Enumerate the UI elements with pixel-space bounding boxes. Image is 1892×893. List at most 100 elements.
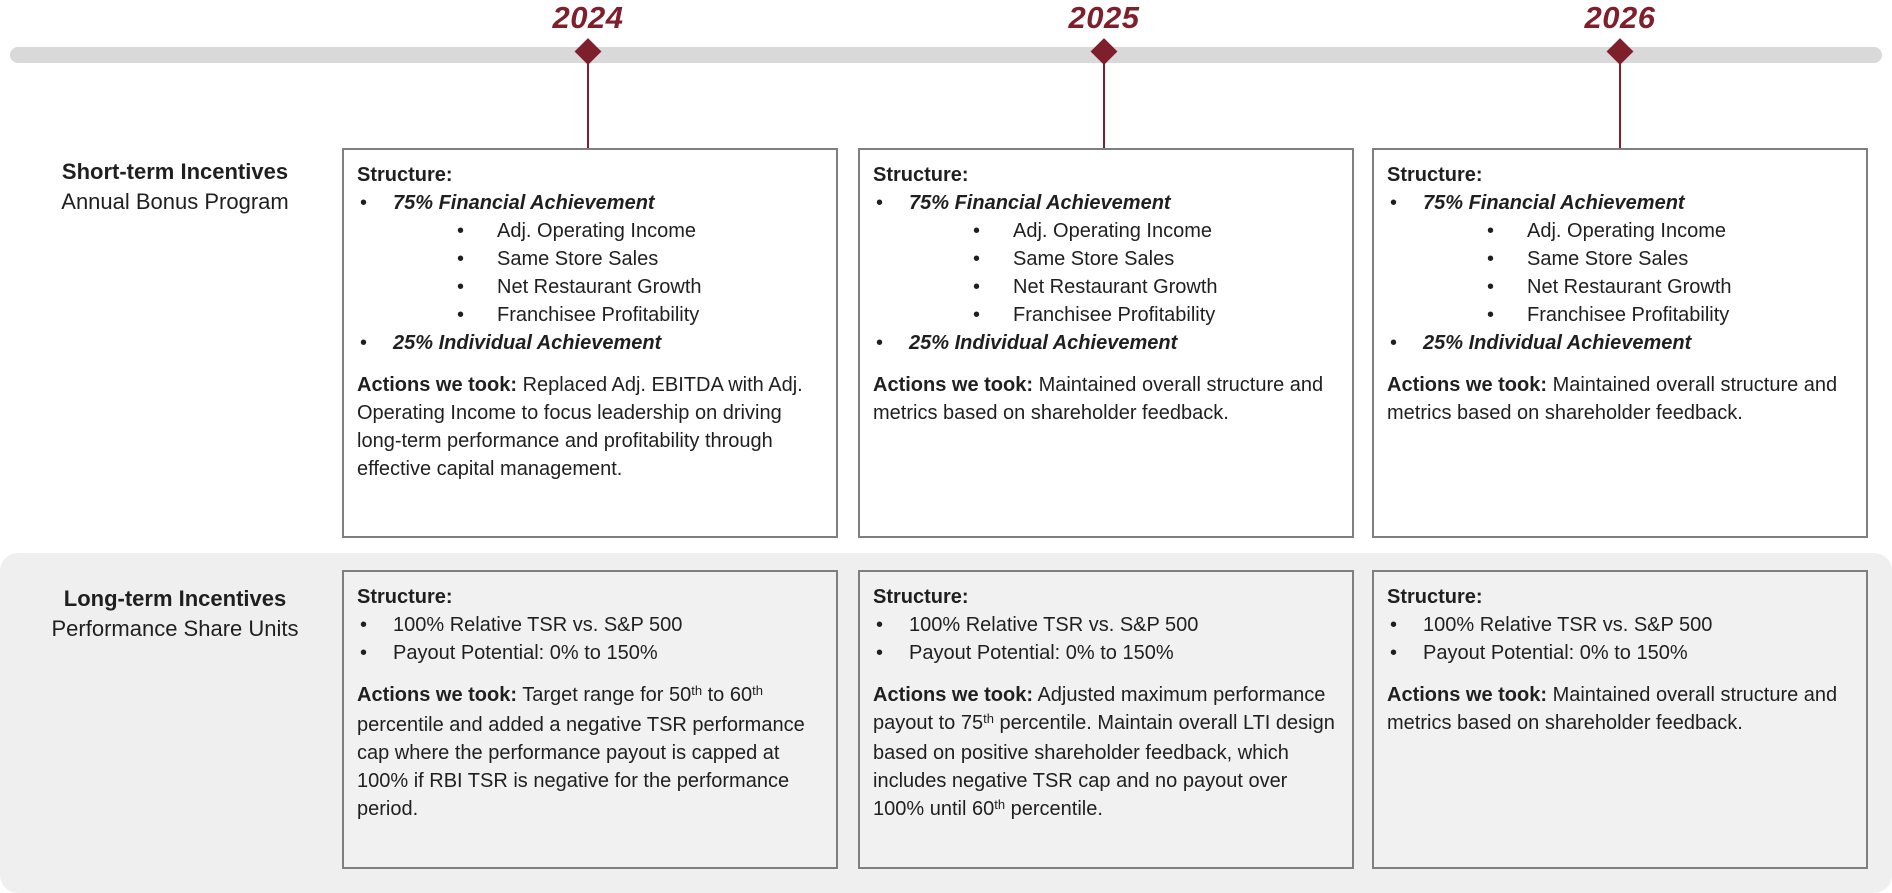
- bullet-item: • 75% Financial Achievement: [873, 189, 1338, 217]
- bullet-icon: •: [360, 192, 368, 214]
- bullet-item: • Payout Potential: 0% to 150%: [357, 639, 822, 667]
- bullet-icon: •: [876, 614, 884, 636]
- bullet-icon: •: [1390, 192, 1398, 214]
- structure-heading: Structure:: [873, 164, 969, 186]
- bullet-icon: •: [457, 220, 465, 242]
- actions-text: Maintained overall structure and metrics…: [1387, 374, 1838, 424]
- bullet-icon: •: [876, 642, 884, 664]
- short-term-2024-box: Structure: • 75% Financial Achievement • A…: [342, 148, 838, 538]
- actions-text: Maintained overall structure and metrics…: [873, 374, 1324, 424]
- bullet-text: Franchisee Profitability: [1527, 304, 1730, 326]
- actions-label: Actions we took:: [873, 374, 1034, 396]
- bullet-text: Franchisee Profitability: [497, 304, 700, 326]
- bullet-item: • 100% Relative TSR vs. S&P 500: [1387, 611, 1852, 639]
- row-label-short-term: Short-term Incentives Annual Bonus Progr…: [0, 157, 350, 217]
- bullet-item: • Franchisee Profitability: [873, 301, 1338, 329]
- bullet-icon: •: [457, 276, 465, 298]
- bullet-item: • 25% Individual Achievement: [357, 329, 822, 357]
- structure-heading: Structure:: [873, 586, 969, 608]
- bullet-item: • Net Restaurant Growth: [1387, 273, 1852, 301]
- connector-line-2026: [1619, 62, 1621, 148]
- actions-text: percentile. Maintain overall LTI design …: [873, 712, 1335, 820]
- bullet-text: Adj. Operating Income: [1013, 220, 1212, 242]
- bullet-text: Adj. Operating Income: [497, 220, 696, 242]
- bullet-icon: •: [973, 276, 981, 298]
- structure-heading: Structure:: [1387, 586, 1483, 608]
- bullet-text: Net Restaurant Growth: [1013, 276, 1218, 298]
- actions-text: percentile.: [1005, 798, 1103, 820]
- row-label-long-term: Long-term Incentives Performance Share U…: [0, 584, 350, 644]
- bullet-item: • Net Restaurant Growth: [873, 273, 1338, 301]
- bullet-icon: •: [457, 304, 465, 326]
- actions-paragraph: Actions we took: Maintained overall stru…: [873, 371, 1338, 427]
- bullet-text: Payout Potential: 0% to 150%: [909, 642, 1174, 664]
- actions-paragraph: Actions we took: Adjusted maximum perfor…: [873, 681, 1338, 825]
- bullet-item: • Payout Potential: 0% to 150%: [1387, 639, 1852, 667]
- bullet-icon: •: [876, 332, 884, 354]
- bullet-item: • 75% Financial Achievement: [1387, 189, 1852, 217]
- bullet-icon: •: [1487, 220, 1495, 242]
- bullet-icon: •: [973, 248, 981, 270]
- bullet-icon: •: [360, 642, 368, 664]
- long-term-2024-box: Structure: • 100% Relative TSR vs. S&P 50…: [342, 570, 838, 869]
- bullet-item: • 100% Relative TSR vs. S&P 500: [873, 611, 1338, 639]
- bullet-item: • Adj. Operating Income: [1387, 217, 1852, 245]
- bullet-text: 100% Relative TSR vs. S&P 500: [393, 614, 683, 636]
- actions-text: to 60: [702, 684, 753, 706]
- bullet-item: • Payout Potential: 0% to 150%: [873, 639, 1338, 667]
- bullet-icon: •: [360, 614, 368, 636]
- bullet-text: Net Restaurant Growth: [497, 276, 702, 298]
- bullet-text: 75% Financial Achievement: [1423, 192, 1685, 214]
- bullet-text: 25% Individual Achievement: [393, 332, 662, 354]
- bullet-icon: •: [360, 332, 368, 354]
- year-label-2024: 2024: [552, 0, 624, 35]
- long-term-title: Long-term Incentives: [63, 586, 287, 611]
- bullet-text: 100% Relative TSR vs. S&P 500: [1423, 614, 1713, 636]
- year-label-2025: 2025: [1068, 0, 1140, 35]
- ordinal-superscript: th: [691, 683, 703, 699]
- bullet-item: • 100% Relative TSR vs. S&P 500: [357, 611, 822, 639]
- bullet-icon: •: [1390, 614, 1398, 636]
- actions-text: percentile and added a negative TSR perf…: [357, 714, 805, 820]
- connector-line-2024: [587, 62, 589, 148]
- actions-text: Replaced Adj. EBITDA with Adj. Operating…: [357, 374, 803, 480]
- connector-line-2025: [1103, 62, 1105, 148]
- bullet-text: Payout Potential: 0% to 150%: [393, 642, 658, 664]
- bullet-text: Payout Potential: 0% to 150%: [1423, 642, 1688, 664]
- bullet-text: 75% Financial Achievement: [393, 192, 655, 214]
- bullet-text: Adj. Operating Income: [1527, 220, 1726, 242]
- ordinal-superscript: th: [994, 797, 1006, 813]
- bullet-text: Same Store Sales: [1527, 248, 1689, 270]
- long-term-2026-box: Structure: • 100% Relative TSR vs. S&P 50…: [1372, 570, 1868, 869]
- actions-text: Maintained overall structure and metrics…: [1387, 684, 1838, 734]
- bullet-icon: •: [1487, 276, 1495, 298]
- bullet-item: • Adj. Operating Income: [873, 217, 1338, 245]
- bullet-item: • Same Store Sales: [357, 245, 822, 273]
- year-label-2026: 2026: [1584, 0, 1656, 35]
- bullet-icon: •: [876, 192, 884, 214]
- actions-text: Adjusted maximum performance payout to 7…: [873, 684, 1326, 734]
- bullet-icon: •: [1487, 304, 1495, 326]
- bullet-item: • Net Restaurant Growth: [357, 273, 822, 301]
- actions-label: Actions we took:: [357, 684, 518, 706]
- bullet-item: • Adj. Operating Income: [357, 217, 822, 245]
- ordinal-superscript: th: [983, 711, 994, 727]
- bullet-text: Franchisee Profitability: [1013, 304, 1216, 326]
- bullet-icon: •: [973, 220, 981, 242]
- actions-label: Actions we took:: [873, 684, 1034, 706]
- bullet-text: 75% Financial Achievement: [909, 192, 1171, 214]
- short-term-subtitle: Annual Bonus Program: [61, 189, 289, 214]
- bullet-text: Net Restaurant Growth: [1527, 276, 1732, 298]
- actions-paragraph: Actions we took: Maintained overall stru…: [1387, 681, 1852, 737]
- bullet-icon: •: [1390, 332, 1398, 354]
- bullet-item: • Franchisee Profitability: [357, 301, 822, 329]
- bullet-text: Same Store Sales: [497, 248, 659, 270]
- actions-label: Actions we took:: [357, 374, 518, 396]
- bullet-icon: •: [973, 304, 981, 326]
- bullet-item: • 25% Individual Achievement: [873, 329, 1338, 357]
- long-term-subtitle: Performance Share Units: [51, 616, 299, 641]
- bullet-icon: •: [1487, 248, 1495, 270]
- long-term-2025-box: Structure: • 100% Relative TSR vs. S&P 50…: [858, 570, 1354, 869]
- actions-label: Actions we took:: [1387, 374, 1548, 396]
